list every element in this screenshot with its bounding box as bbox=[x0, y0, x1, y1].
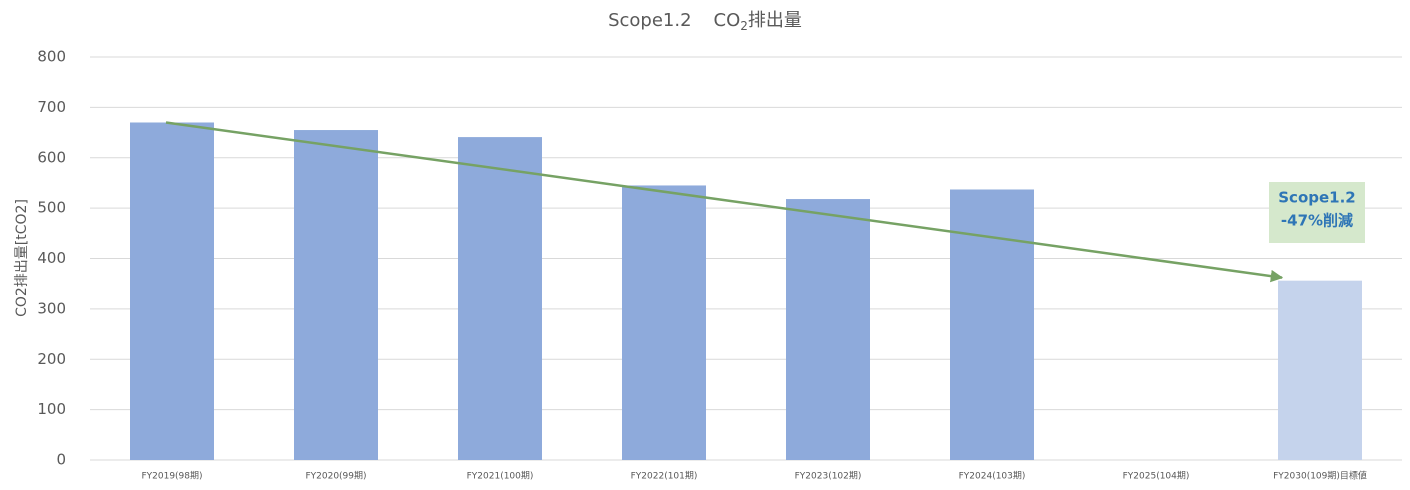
y-tick-label: 800 bbox=[37, 48, 66, 66]
annotation-text: Scope1.2 bbox=[1278, 189, 1355, 207]
y-tick-label: 500 bbox=[37, 199, 66, 217]
y-tick-label: 0 bbox=[56, 451, 66, 469]
x-tick-label: FY2021(100期) bbox=[467, 471, 534, 482]
annotation-text: -47%削減 bbox=[1281, 212, 1353, 230]
bar bbox=[458, 137, 542, 460]
bar bbox=[786, 199, 870, 460]
x-tick-label: FY2023(102期) bbox=[795, 471, 862, 482]
title-part: 2 bbox=[740, 19, 748, 33]
annotation-box bbox=[1269, 182, 1365, 243]
title-part: Scope1.2 bbox=[608, 10, 691, 31]
bar bbox=[130, 122, 214, 461]
x-tick-label: FY2019(98期) bbox=[141, 471, 202, 482]
x-tick-label: FY2025(104期) bbox=[1123, 471, 1190, 482]
title-part: 排出量 bbox=[748, 10, 802, 31]
title-part: CO bbox=[714, 10, 741, 31]
x-tick-label: FY2022(101期) bbox=[631, 471, 698, 482]
y-axis-label: CO2排出量[tCO2] bbox=[14, 199, 30, 317]
y-tick-label: 700 bbox=[37, 98, 66, 116]
x-tick-label: FY2020(99期) bbox=[305, 471, 366, 482]
y-tick-label: 300 bbox=[37, 299, 66, 317]
x-tick-label: FY2024(103期) bbox=[959, 471, 1026, 482]
y-tick-label: 400 bbox=[37, 249, 66, 267]
trend-arrow bbox=[165, 121, 1284, 283]
y-tick-label: 100 bbox=[37, 400, 66, 418]
x-tick-label: FY2030(109期)目標値 bbox=[1273, 470, 1367, 482]
y-tick-label: 200 bbox=[37, 350, 66, 368]
bar bbox=[950, 189, 1034, 460]
y-tick-label: 600 bbox=[37, 148, 66, 166]
bar bbox=[294, 130, 378, 460]
bar bbox=[1278, 280, 1362, 460]
chart-title: Scope1.2 CO2排出量 bbox=[608, 10, 802, 33]
bar bbox=[622, 185, 706, 461]
